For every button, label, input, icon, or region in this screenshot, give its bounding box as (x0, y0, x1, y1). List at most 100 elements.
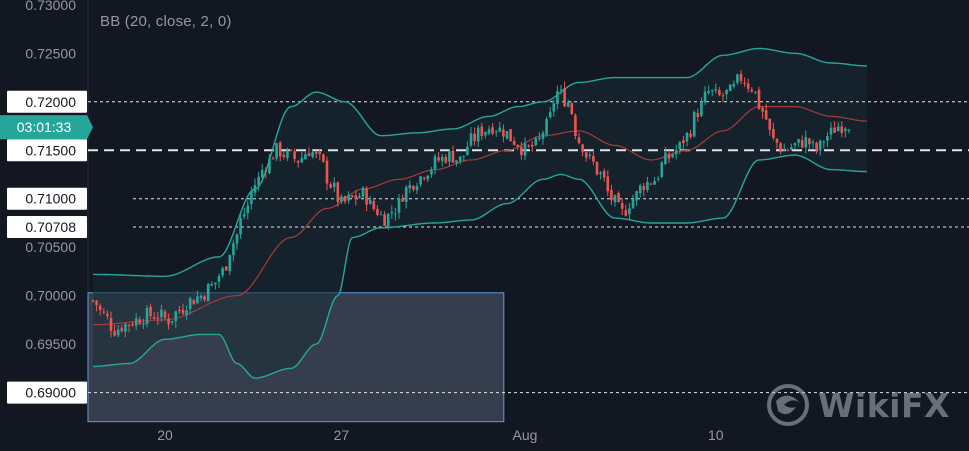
candle-body (692, 112, 696, 137)
candle-body (257, 176, 260, 186)
level-price-label: 0.71500 (25, 142, 76, 158)
candle-body (509, 129, 512, 142)
candle-body (307, 153, 311, 157)
candle-body (739, 73, 743, 81)
y-tick-label: 0.73000 (25, 0, 76, 13)
candle-body (116, 329, 120, 336)
candle-body (142, 323, 145, 325)
candle-body (822, 141, 826, 143)
candle-body (548, 112, 552, 118)
candle-body (714, 89, 718, 91)
candle-body (476, 127, 480, 142)
candle-body (523, 143, 527, 156)
candle-body (473, 133, 476, 142)
candle-body (131, 324, 134, 326)
candle-body (689, 133, 692, 137)
candle-body (491, 127, 494, 134)
candle-body (181, 309, 185, 314)
candle-body (653, 180, 656, 185)
candle-body (782, 150, 786, 152)
candle-body (347, 194, 350, 201)
candle-body (386, 213, 390, 228)
candle-body (217, 275, 221, 282)
candle-body (332, 182, 336, 188)
candle-body (779, 143, 782, 153)
candle-body (95, 300, 98, 306)
candle-body (260, 169, 264, 178)
candle-body (336, 182, 340, 203)
candle-body (721, 95, 725, 97)
candle-body (178, 309, 181, 311)
candle-body (106, 313, 109, 317)
candle-body (167, 318, 170, 325)
candle-body (221, 268, 224, 276)
candle-body (743, 82, 746, 84)
candle-body (793, 143, 797, 146)
candle-body (98, 305, 102, 310)
candle-body (664, 152, 667, 165)
candle-body (124, 324, 127, 332)
candle-body (376, 208, 379, 215)
candle-body (433, 156, 437, 170)
candle-body (372, 201, 376, 210)
candle-body (214, 282, 217, 285)
candle-body (318, 152, 322, 154)
candle-body (253, 185, 257, 193)
candle-body (754, 91, 757, 93)
level-price-box (7, 90, 87, 113)
candle-body (761, 107, 764, 112)
candle-body (700, 102, 703, 117)
candle-body (703, 91, 707, 103)
candle-body (246, 205, 250, 214)
indicator-legend[interactable]: BB (20, close, 2, 0) (100, 13, 232, 30)
candle-body (764, 110, 768, 120)
candle-body (160, 309, 163, 318)
candle-body (581, 144, 584, 153)
candle-body (808, 138, 811, 145)
candle-body (631, 199, 635, 209)
candle-body (671, 153, 674, 158)
candle-body (462, 155, 466, 157)
candle-body (440, 156, 444, 161)
bb-lower-line (93, 154, 867, 379)
candle-body (311, 152, 314, 157)
candle-body (502, 129, 505, 137)
y-tick-label: 0.70500 (25, 239, 76, 255)
candle-body (728, 84, 732, 91)
candle-body (185, 310, 188, 315)
candle-body (203, 296, 206, 300)
candle-body (620, 202, 624, 209)
candle-body (815, 143, 818, 151)
bb-upper-line (93, 47, 867, 277)
candle-body (746, 83, 750, 89)
candle-body (512, 140, 516, 145)
candle-body (278, 142, 282, 157)
wikifx-logo-icon (767, 384, 809, 426)
candle-body (422, 177, 426, 179)
candle-body (210, 284, 214, 286)
candle-body (480, 126, 484, 136)
candle-body (602, 170, 606, 178)
candle-body (455, 160, 458, 164)
level-price-box (7, 381, 87, 404)
candle-body (394, 213, 397, 215)
x-tick-label: 20 (157, 427, 173, 443)
candle-body (264, 170, 268, 172)
candle-body (642, 186, 646, 191)
candle-body (120, 327, 124, 332)
candle-body (286, 149, 289, 159)
candle-body (329, 184, 332, 188)
candle-body (588, 154, 592, 156)
candle-body (268, 158, 271, 174)
candle-body (228, 254, 232, 272)
candle-body (505, 130, 509, 139)
candle-body (322, 154, 325, 162)
candle-body (840, 126, 844, 133)
candle-body (163, 311, 167, 318)
candle-body (775, 138, 779, 143)
candle-body (296, 160, 300, 163)
candle-body (638, 185, 642, 194)
candle-body (430, 170, 433, 175)
